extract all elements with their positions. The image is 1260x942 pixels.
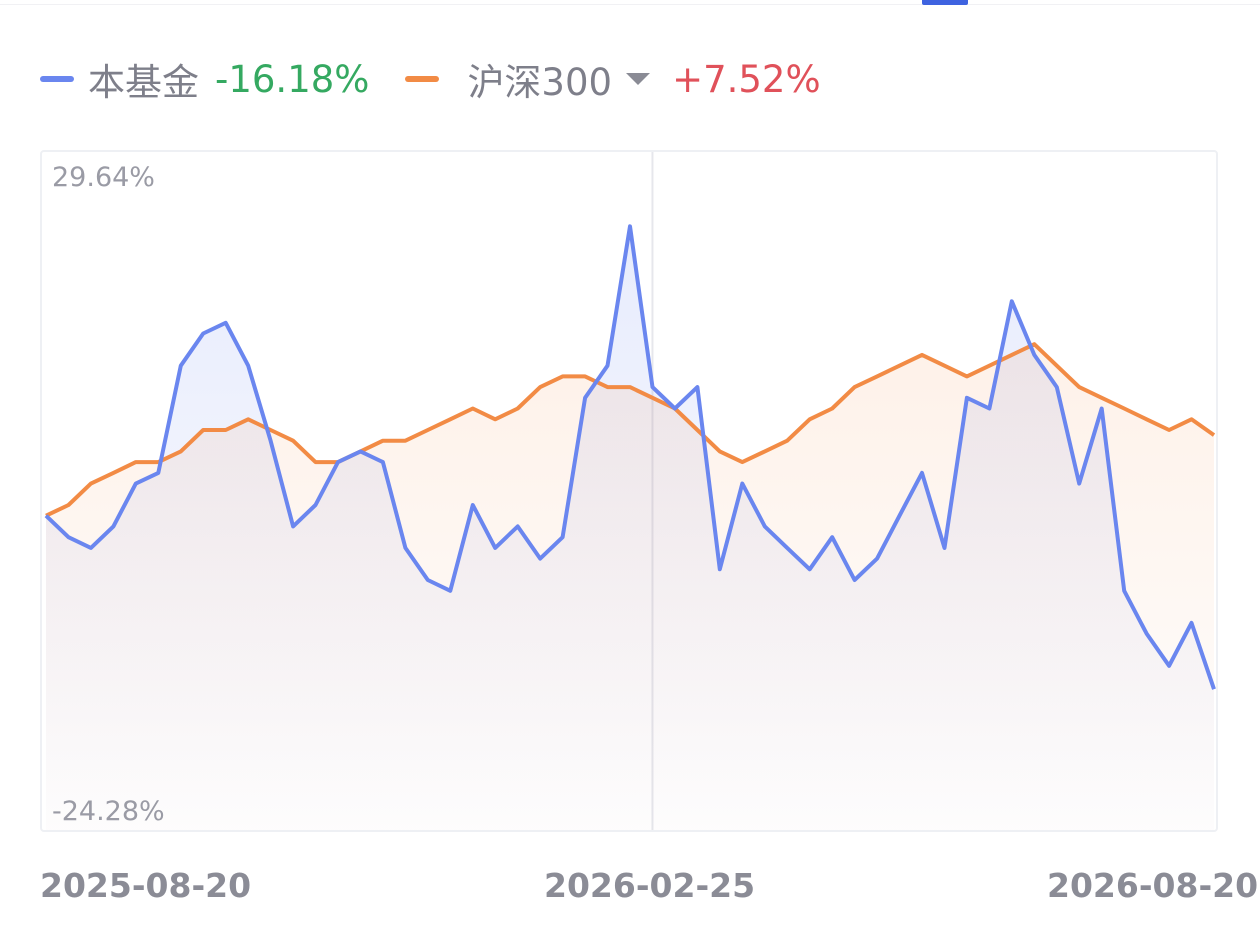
benchmark-selector[interactable]: 沪深300 xyxy=(467,52,651,106)
y-axis-min-label: -24.28% xyxy=(52,796,165,827)
caret-down-icon xyxy=(626,73,651,85)
fund-return-value: -16.18% xyxy=(215,57,370,101)
x-axis-start-label: 2025-08-20 xyxy=(40,866,252,905)
top-divider xyxy=(0,4,1260,5)
legend-item-fund: 本基金 -16.18% xyxy=(40,52,369,106)
tab-indicator xyxy=(922,0,968,5)
index-line-swatch xyxy=(405,76,440,82)
legend-item-index: 沪深300 +7.52% xyxy=(405,52,821,106)
fund-line-swatch xyxy=(40,76,74,82)
fund-series-name: 本基金 xyxy=(88,61,199,104)
y-axis-max-label: 29.64% xyxy=(52,162,155,193)
x-axis-mid-label: 2026-02-25 xyxy=(544,866,756,905)
index-return-value: +7.52% xyxy=(672,57,821,101)
index-series-name: 沪深300 xyxy=(467,61,613,104)
chart-legend: 本基金 -16.18% 沪深300 +7.52% xyxy=(40,50,821,108)
fund-series-line xyxy=(44,224,1216,690)
chart-area[interactable] xyxy=(40,150,1218,832)
index-series-line xyxy=(45,342,1216,518)
line-chart[interactable] xyxy=(40,150,1218,832)
x-axis-end-label: 2026-08-20 xyxy=(1047,866,1259,905)
